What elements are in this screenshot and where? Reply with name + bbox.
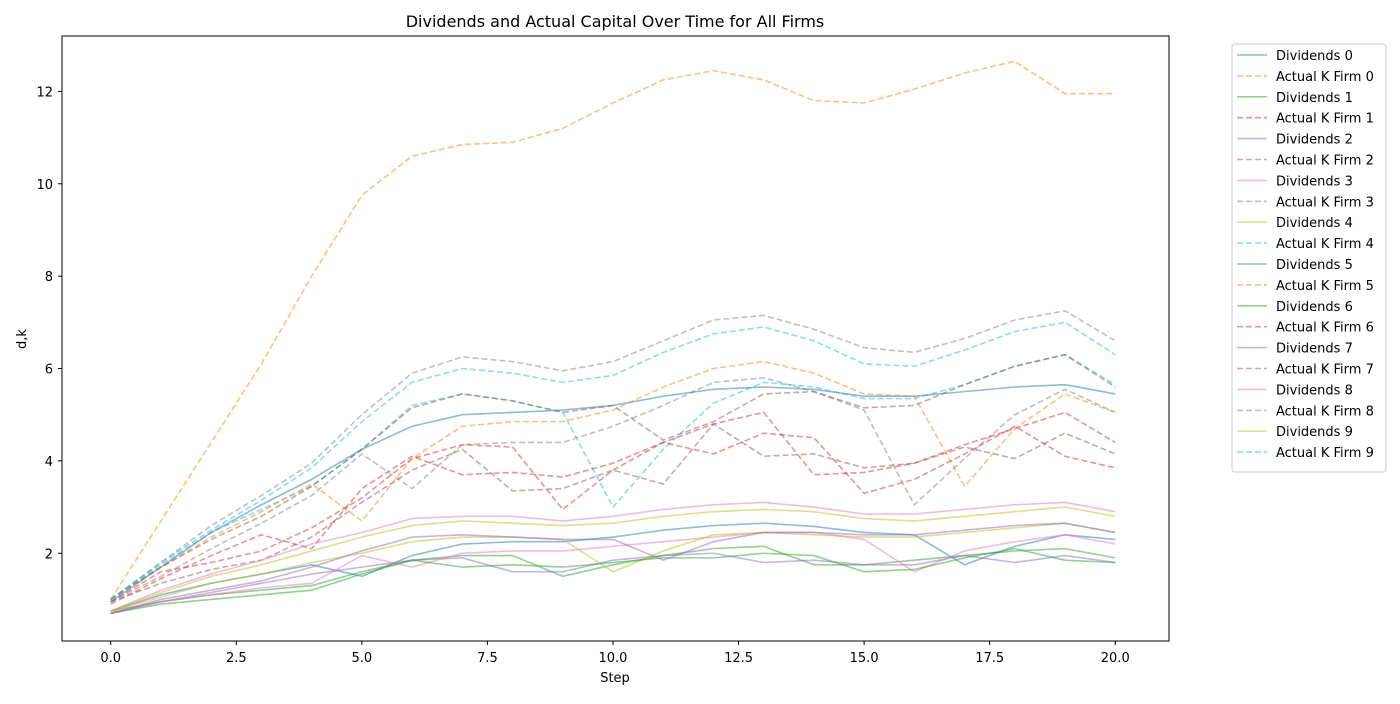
legend-label: Dividends 4: [1276, 216, 1353, 231]
series-line-dividends-4: [110, 522, 1116, 612]
legend-label: Actual K Firm 1: [1276, 112, 1374, 127]
legend-label: Dividends 8: [1276, 383, 1353, 398]
series-line-dividends-5: [110, 383, 1116, 603]
legend-item: Dividends 7: [1237, 342, 1353, 357]
legend-item: Dividends 9: [1237, 425, 1353, 440]
chart-title: Dividends and Actual Capital Over Time f…: [406, 12, 825, 31]
legend-item: Dividends 1: [1237, 91, 1353, 106]
legend-label: Dividends 9: [1276, 425, 1353, 440]
series-line-dividends-3: [110, 531, 1116, 615]
x-axis-label: Step: [600, 671, 630, 686]
legend-item: Actual K Firm 1: [1237, 112, 1374, 127]
series-line-actual-k-firm-7: [110, 353, 1116, 601]
legend-item: Dividends 6: [1237, 300, 1353, 315]
y-tick-label: 8: [45, 270, 53, 285]
legend-label: Actual K Firm 2: [1276, 154, 1374, 169]
series-line-actual-k-firm-8: [110, 309, 1116, 601]
legend-item: Actual K Firm 3: [1237, 195, 1374, 210]
y-tick-label: 6: [45, 363, 53, 378]
legend-label: Actual K Firm 0: [1276, 70, 1374, 85]
y-tick-label: 12: [36, 85, 53, 100]
series-line-dividends-8: [110, 501, 1116, 612]
legend-label: Actual K Firm 8: [1276, 404, 1374, 419]
series-line-actual-k-firm-1: [110, 411, 1116, 603]
legend-item: Actual K Firm 0: [1237, 70, 1374, 85]
legend-label: Dividends 1: [1276, 91, 1353, 106]
x-tick-label: 17.5: [975, 651, 1004, 666]
y-tick-label: 4: [45, 455, 53, 470]
legend-label: Dividends 5: [1276, 258, 1353, 273]
legend-item: Dividends 5: [1237, 258, 1353, 273]
legend-label: Dividends 7: [1276, 342, 1353, 357]
y-axis-label: d,k: [15, 329, 30, 349]
legend-item: Actual K Firm 7: [1237, 363, 1374, 378]
legend-label: Dividends 2: [1276, 133, 1353, 148]
x-tick-label: 0.0: [100, 651, 121, 666]
plot-frame: [61, 35, 1170, 642]
series-line-dividends-0: [110, 522, 1116, 612]
legend-item: Actual K Firm 9: [1237, 446, 1374, 461]
series-line-actual-k-firm-0: [110, 60, 1116, 600]
legend-item: Actual K Firm 8: [1237, 404, 1374, 419]
legend-item: Actual K Firm 4: [1237, 237, 1374, 252]
series-line-actual-k-firm-9: [110, 321, 1116, 601]
x-tick-label: 10.0: [599, 651, 628, 666]
legend-label: Actual K Firm 3: [1276, 195, 1374, 210]
chart-legend: Dividends 0 Actual K Firm 0 Dividends 1 Act…: [1231, 43, 1387, 473]
legend-label: Dividends 6: [1276, 300, 1353, 315]
series-line-dividends-6: [110, 547, 1116, 615]
legend-item: Actual K Firm 2: [1237, 154, 1374, 169]
x-tick-label: 20.0: [1101, 651, 1130, 666]
series-line-actual-k-firm-2: [110, 423, 1116, 603]
y-tick-label: 10: [36, 178, 53, 193]
axes-layer: 0.0 2.5 5.0 7.5 10.0 12.5 15.0 17.5 20.0 2 4 6 8 10 12: [36, 35, 1170, 666]
legend-label: Dividends 0: [1276, 49, 1353, 64]
legend-label: Dividends 3: [1276, 174, 1353, 189]
legend-item: Dividends 3: [1237, 174, 1353, 189]
y-tick-label: 2: [45, 547, 53, 562]
legend-item: Dividends 2: [1237, 133, 1353, 148]
x-tick-label: 5.0: [352, 651, 373, 666]
series-line-dividends-9: [110, 506, 1116, 612]
legend-label: Actual K Firm 9: [1276, 446, 1374, 461]
legend-item: Dividends 4: [1237, 216, 1353, 231]
legend-item: Actual K Firm 6: [1237, 321, 1374, 336]
legend-item: Dividends 8: [1237, 383, 1353, 398]
series-line-actual-k-firm-5: [110, 360, 1116, 601]
legend-label: Actual K Firm 7: [1276, 363, 1374, 378]
series-line-actual-k-firm-3: [110, 376, 1116, 603]
legend-item: Dividends 0: [1237, 49, 1353, 64]
series-line-dividends-7: [110, 522, 1116, 615]
x-tick-label: 12.5: [724, 651, 753, 666]
legend-label: Actual K Firm 6: [1276, 321, 1374, 336]
series-layer: [110, 60, 1116, 615]
x-tick-label: 7.5: [477, 651, 498, 666]
legend-label: Actual K Firm 5: [1276, 279, 1374, 294]
legend-box: [1231, 43, 1387, 473]
x-tick-label: 15.0: [850, 651, 879, 666]
x-tick-label: 2.5: [226, 651, 247, 666]
legend-item: Actual K Firm 5: [1237, 279, 1374, 294]
legend-label: Actual K Firm 4: [1276, 237, 1374, 252]
series-line-actual-k-firm-6: [110, 425, 1116, 605]
